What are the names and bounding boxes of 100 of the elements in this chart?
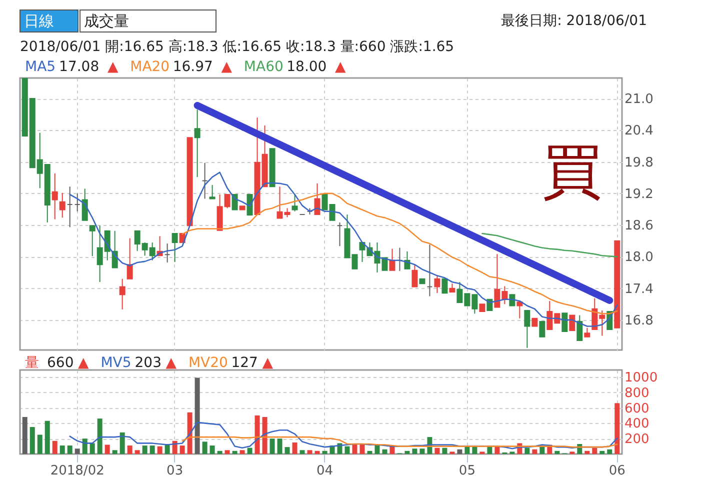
y-tick-label: 18.6 <box>624 218 654 234</box>
bar <box>367 450 372 454</box>
bar <box>352 444 358 454</box>
bar <box>180 446 185 454</box>
y-tick-label: 19.2 <box>624 186 654 202</box>
bar <box>262 417 268 454</box>
candlestick <box>202 162 208 200</box>
candlestick <box>524 310 530 348</box>
candlestick <box>172 233 178 262</box>
bar <box>67 446 72 454</box>
annotation: 203 ▲ <box>134 355 177 371</box>
bar <box>104 444 110 454</box>
bar <box>592 448 598 454</box>
bar <box>30 427 35 454</box>
bar <box>404 450 410 454</box>
bar <box>44 420 50 454</box>
bar <box>284 447 290 454</box>
bar <box>600 450 605 454</box>
bar <box>142 446 148 454</box>
candlestick <box>562 312 568 332</box>
bar <box>240 450 245 454</box>
candlestick <box>82 188 88 221</box>
bar <box>322 450 328 454</box>
candlestick <box>426 244 433 297</box>
bar <box>97 418 102 454</box>
text: 18.00 ▲ <box>286 59 346 75</box>
bar <box>210 446 215 454</box>
bar <box>390 446 395 454</box>
text: 日線 <box>24 12 54 30</box>
bar <box>292 442 298 454</box>
bar <box>540 446 545 454</box>
bar <box>74 448 80 454</box>
bar <box>420 448 425 454</box>
annotation: 127 ▲ <box>231 355 274 371</box>
x-tick-label: 03 <box>166 464 184 478</box>
bar <box>457 449 462 454</box>
annotation: 買 <box>542 137 602 207</box>
bar <box>270 438 275 454</box>
bar <box>584 450 590 454</box>
bar <box>52 440 58 454</box>
candlestick <box>59 192 66 218</box>
candlestick <box>194 109 200 178</box>
text: 17.08 ▲ <box>59 59 118 75</box>
bar <box>232 450 238 454</box>
y-tick-label: 18.0 <box>624 250 654 266</box>
y-tick-label: 21.0 <box>624 92 654 108</box>
bar <box>254 415 260 454</box>
x-tick-label: 04 <box>316 464 334 478</box>
candlestick <box>314 182 320 216</box>
line-series <box>182 436 618 448</box>
candlestick <box>209 184 216 200</box>
bar <box>472 446 478 454</box>
candlestick <box>232 194 238 210</box>
bar <box>344 446 350 454</box>
bar <box>37 434 42 454</box>
text: MV20 <box>188 355 228 371</box>
y-tick-label: 1000 <box>624 370 658 386</box>
candlestick <box>89 225 96 257</box>
bar <box>494 446 500 454</box>
bar <box>134 450 140 454</box>
bar <box>442 448 448 454</box>
bar <box>307 450 312 454</box>
candlestick <box>434 275 440 294</box>
x-tick-label: 2018/02 <box>50 464 104 478</box>
bar <box>524 448 530 454</box>
candlestick <box>66 186 73 228</box>
candlestick <box>292 194 298 212</box>
bar <box>554 450 560 454</box>
candlestick <box>246 194 253 216</box>
bar <box>277 438 282 454</box>
bar <box>434 448 440 454</box>
bar <box>60 446 65 454</box>
candlestick <box>74 192 80 212</box>
bar <box>224 450 230 454</box>
bar <box>300 450 305 454</box>
x-tick-label: 06 <box>608 464 626 478</box>
text: MA20 <box>130 59 170 75</box>
text: MA5 <box>25 59 56 75</box>
bar <box>360 444 365 454</box>
candlestick <box>336 222 343 247</box>
bar <box>82 438 88 454</box>
bar <box>247 448 252 454</box>
y-tick-label: 600 <box>624 401 650 416</box>
bar <box>412 448 418 454</box>
candlestick <box>126 238 133 280</box>
bar <box>532 449 538 454</box>
candlestick <box>52 172 58 220</box>
bar <box>194 378 200 454</box>
candlestick <box>569 314 576 331</box>
text: 16.97 ▲ <box>172 59 232 75</box>
candlestick <box>576 314 583 342</box>
bar <box>314 450 320 454</box>
bar <box>217 450 222 454</box>
x-tick-label: 05 <box>458 464 476 478</box>
text: 成交量 <box>84 12 129 30</box>
bar <box>202 442 208 454</box>
candlestick <box>412 264 418 288</box>
y-tick-label: 800 <box>624 386 650 401</box>
bar <box>112 450 118 454</box>
bar <box>382 449 388 454</box>
